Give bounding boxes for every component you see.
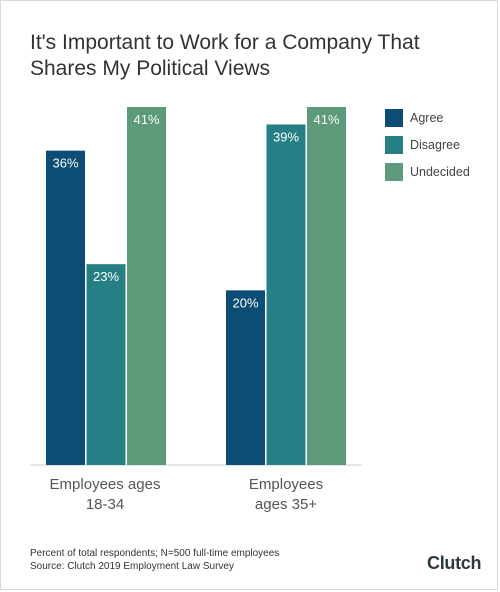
data-label: 41% (313, 112, 339, 127)
data-label: 39% (273, 129, 299, 144)
category-label-line: ages 35+ (254, 496, 318, 513)
bar-undecided-0 (127, 107, 166, 465)
clutch-logo: Clutch (427, 553, 482, 574)
data-label: 36% (52, 156, 78, 171)
legend-label: Disagree (410, 138, 461, 152)
footnote: Percent of total respondents; N=500 full… (30, 547, 279, 573)
chart-title: It's Important to Work for a Company Tha… (30, 31, 420, 80)
legend-label: Agree (410, 111, 444, 125)
legend-item-disagree: Disagree (385, 135, 470, 155)
category-label-line: Employees ages (49, 476, 161, 493)
category-label-line: 18-34 (85, 496, 125, 513)
legend-item-undecided: Undecided (385, 162, 470, 182)
legend-swatch (385, 109, 403, 127)
footnote-respondents: Percent of total respondents; N=500 full… (30, 548, 280, 559)
bar-disagree-1 (266, 124, 306, 466)
bar-disagree-0 (86, 264, 126, 465)
bar-agree-0 (46, 150, 85, 465)
category-label-35-plus: Employees ages 35+ (211, 475, 361, 515)
category-label-18-34: Employees ages 18-34 (30, 475, 180, 515)
category-label-line: Employees (248, 476, 324, 493)
data-label: 41% (133, 112, 159, 127)
data-label: 23% (93, 269, 119, 284)
bar-undecided-1 (307, 107, 346, 465)
data-label: 20% (232, 295, 258, 310)
legend: Agree Disagree Undecided (385, 108, 470, 189)
legend-label: Undecided (410, 165, 470, 179)
legend-swatch (385, 136, 403, 154)
legend-swatch (385, 163, 403, 181)
legend-item-agree: Agree (385, 108, 470, 128)
bar-agree-1 (226, 290, 265, 465)
footnote-source: Source: Clutch 2019 Employment Law Surve… (30, 561, 234, 572)
clutch-logo-text: Clutch (427, 553, 482, 573)
